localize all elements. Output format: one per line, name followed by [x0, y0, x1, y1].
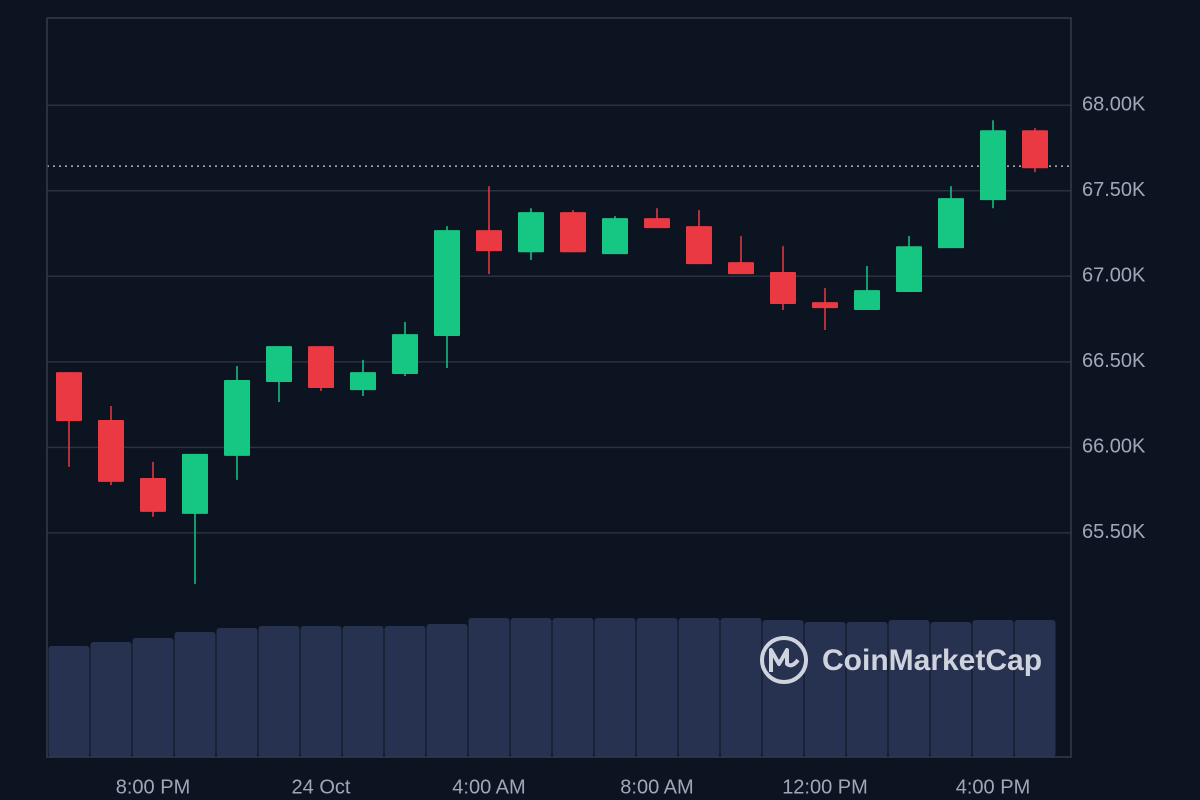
watermark: CoinMarketCap: [822, 644, 1042, 677]
volume-bar: [132, 638, 174, 757]
candles: [56, 120, 1048, 584]
volume-bar: [552, 618, 594, 757]
volume-bar: [888, 620, 930, 757]
candle-body: [350, 372, 376, 391]
candle-body: [770, 272, 796, 305]
y-tick-label: 68.00K: [1082, 94, 1146, 116]
y-tick-label: 67.50K: [1082, 179, 1146, 201]
y-tick-label: 65.50K: [1082, 521, 1146, 543]
volume-bar: [90, 642, 132, 757]
candle-body: [602, 218, 628, 255]
candle-body: [476, 230, 502, 252]
volume-bar: [846, 622, 888, 757]
logo: CoinMarketCap: [760, 636, 1042, 684]
x-tick-label: 12:00 PM: [782, 776, 868, 798]
candle-body: [224, 379, 250, 456]
x-tick-label: 4:00 AM: [452, 776, 525, 798]
volume-bar: [930, 622, 972, 757]
candle-body: [98, 420, 124, 482]
volume-bar: [342, 626, 384, 757]
y-tick-label: 66.50K: [1082, 350, 1146, 372]
candle-body: [434, 230, 460, 337]
logo-ring: [760, 636, 808, 684]
candle-body: [728, 262, 754, 275]
volume-bar: [300, 626, 342, 757]
volume-bar: [258, 626, 300, 757]
candle-body: [812, 302, 838, 309]
candle-body: [1022, 130, 1048, 169]
candle-body: [56, 372, 82, 422]
volume-bar: [426, 624, 468, 757]
y-tick-label: 66.00K: [1082, 436, 1146, 458]
volume-bar: [678, 618, 720, 757]
plot-frame: [46, 17, 1072, 758]
candle-body: [980, 130, 1006, 201]
x-tick-label: 4:00 PM: [956, 776, 1030, 798]
volume-bar: [384, 626, 426, 757]
candle-body: [896, 246, 922, 293]
volume-bar: [1014, 620, 1056, 757]
candle-body: [938, 198, 964, 249]
candle-body: [392, 334, 418, 374]
candle-body: [308, 346, 334, 389]
candle-body: [686, 226, 712, 265]
candle-body: [560, 212, 586, 253]
candle-body: [518, 212, 544, 253]
volume-bar: [636, 618, 678, 757]
volume-bar: [468, 618, 510, 757]
volume-bar: [720, 618, 762, 757]
x-tick-label: 24 Oct: [292, 776, 351, 798]
volume-bar: [174, 632, 216, 757]
candle-body: [140, 477, 166, 512]
volume-bar: [594, 618, 636, 757]
candle-body: [854, 290, 880, 311]
volume-bar: [48, 646, 90, 757]
x-tick-label: 8:00 AM: [620, 776, 693, 798]
y-tick-label: 67.00K: [1082, 265, 1146, 287]
volume-bar: [804, 622, 846, 757]
x-tick-label: 8:00 PM: [116, 776, 190, 798]
candle-body: [266, 346, 292, 383]
candle-body: [182, 453, 208, 514]
volume-bar: [510, 618, 552, 757]
candle-body: [644, 218, 670, 229]
grid: [47, 104, 1071, 534]
volume-bars: [48, 618, 1056, 757]
volume-bar: [972, 620, 1014, 757]
logo-mark: [769, 648, 800, 672]
volume-bar: [216, 628, 258, 757]
